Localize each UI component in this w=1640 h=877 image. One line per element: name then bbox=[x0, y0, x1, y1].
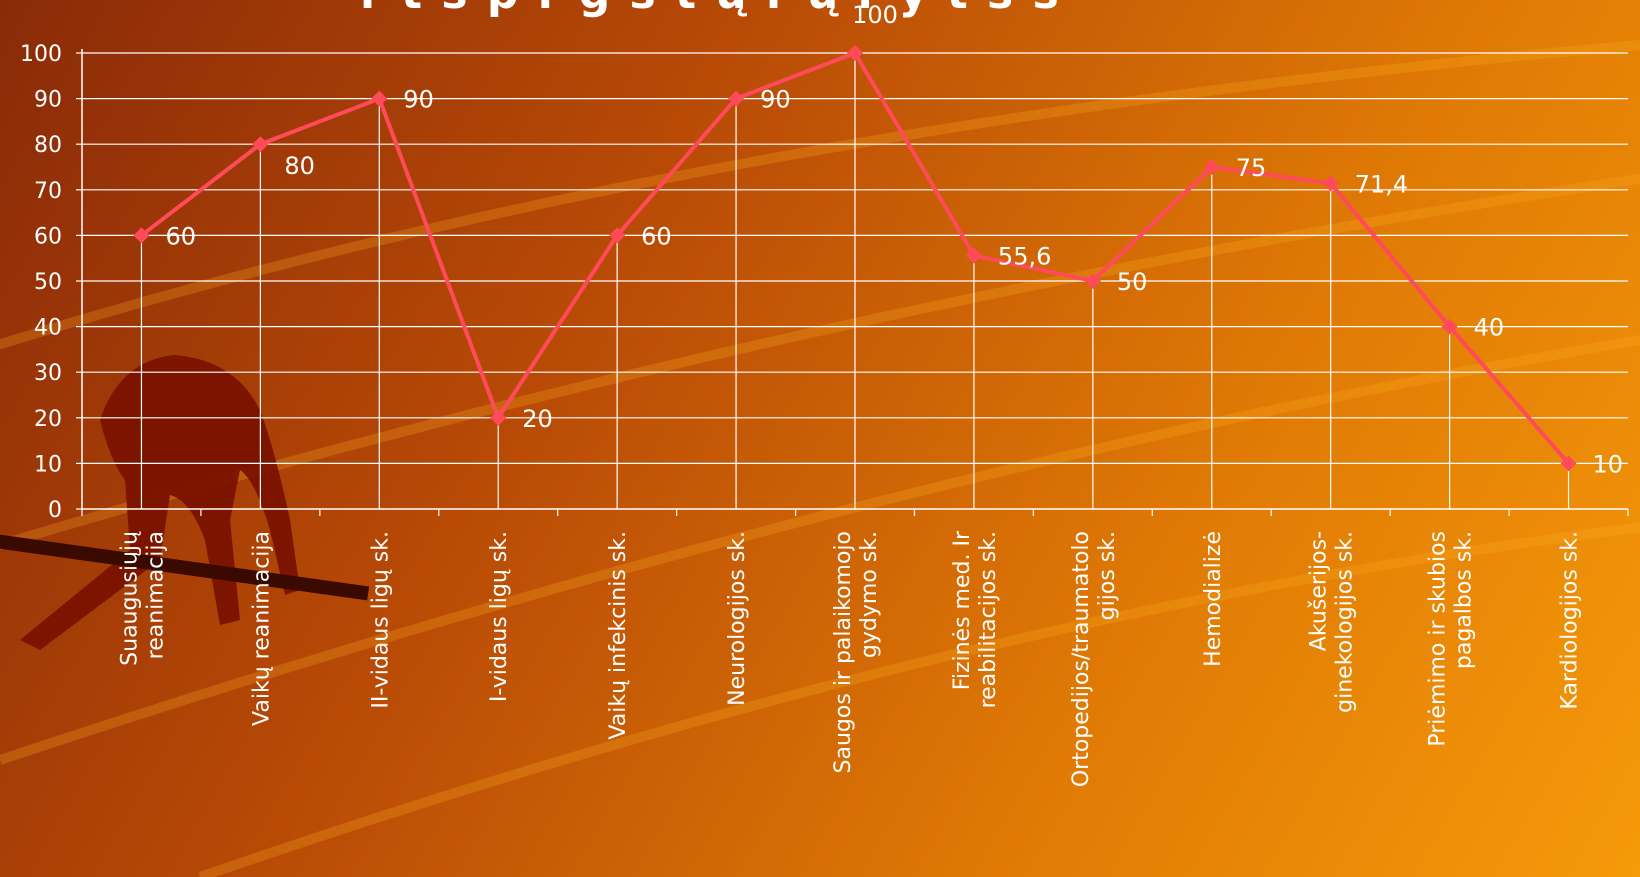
gridlines bbox=[82, 52, 1628, 509]
point-marker-8 bbox=[1084, 273, 1101, 289]
point-marker-6 bbox=[847, 45, 863, 61]
category-label-8-1: gijos sk. bbox=[1095, 531, 1120, 620]
y-tick-label-90: 90 bbox=[34, 88, 62, 113]
data-label-2: 90 bbox=[403, 86, 434, 114]
category-label-1-0: Vaikų reanimacija bbox=[249, 531, 274, 726]
category-label-7-0: Fizinės med. Ir bbox=[950, 530, 975, 690]
y-tick-label-70: 70 bbox=[34, 179, 62, 204]
y-tick-label-80: 80 bbox=[34, 133, 62, 158]
y-tick-label-30: 30 bbox=[34, 361, 62, 386]
category-label-4-0: Vaikų infekcinis sk. bbox=[606, 531, 631, 740]
data-label-8: 50 bbox=[1117, 268, 1148, 296]
hurdle-bar bbox=[0, 533, 370, 601]
data-labels: 60 80 90 20 60 90 100 55,6 50 75 71,4 40 10 bbox=[165, 1, 1623, 478]
category-label-6-0: Saugos ir palaikomojo bbox=[831, 531, 856, 773]
point-marker-4 bbox=[609, 227, 626, 244]
data-label-7: 55,6 bbox=[998, 242, 1051, 270]
chart-title-fragment: r t s p r g s t ų r ų r y t s s bbox=[360, 0, 1061, 19]
point-marker-0 bbox=[133, 227, 150, 244]
category-label-10-1: ginekologijos sk. bbox=[1333, 531, 1358, 713]
category-label-8-0: Ortopedijos/traumatolo bbox=[1069, 531, 1094, 787]
category-label-9-0: Hemodializė bbox=[1201, 531, 1226, 667]
y-axis-ticks: 0 10 20 30 40 50 60 70 80 90 100 bbox=[20, 42, 82, 523]
point-marker-10 bbox=[1322, 175, 1339, 192]
point-marker-5 bbox=[728, 90, 745, 107]
point-marker-12 bbox=[1560, 455, 1577, 472]
y-tick-label-20: 20 bbox=[34, 407, 62, 432]
data-label-10: 71,4 bbox=[1355, 170, 1408, 198]
data-label-5: 90 bbox=[760, 86, 791, 114]
category-label-11-0: Priėmimo ir skubios bbox=[1426, 531, 1451, 747]
category-label-10-0: Akušerijos- bbox=[1307, 531, 1332, 651]
y-tick-label-10: 10 bbox=[34, 452, 62, 477]
point-marker-9 bbox=[1203, 159, 1220, 175]
category-label-0-0: Suaugusiųjų bbox=[117, 531, 142, 666]
category-label-12-0: Kardiologijos sk. bbox=[1558, 531, 1583, 710]
data-label-6: 100 bbox=[852, 1, 898, 29]
y-tick-label-100: 100 bbox=[20, 42, 62, 67]
data-label-9: 75 bbox=[1236, 154, 1267, 182]
category-label-2-0: II-vidaus ligų sk. bbox=[368, 531, 393, 709]
y-tick-label-60: 60 bbox=[34, 224, 62, 249]
point-marker-11 bbox=[1441, 318, 1458, 335]
axes bbox=[81, 49, 1628, 510]
point-marker-7 bbox=[965, 247, 982, 264]
data-label-3: 20 bbox=[522, 405, 553, 433]
data-label-11: 40 bbox=[1474, 314, 1505, 342]
y-tick-label-50: 50 bbox=[34, 270, 62, 295]
point-marker-3 bbox=[490, 409, 507, 426]
category-label-3-0: I-vidaus ligų sk. bbox=[487, 531, 512, 702]
category-label-5-0: Neurologijos sk. bbox=[725, 531, 750, 706]
x-axis-ticks bbox=[81, 509, 1629, 516]
y-tick-label-40: 40 bbox=[34, 316, 62, 341]
data-label-4: 60 bbox=[641, 222, 672, 250]
category-label-7-1: reabilitacijos sk. bbox=[976, 531, 1001, 708]
point-marker-1 bbox=[252, 136, 269, 153]
series-markers bbox=[133, 45, 1577, 472]
data-label-12: 10 bbox=[1593, 450, 1624, 478]
y-tick-label-0: 0 bbox=[48, 498, 62, 523]
category-labels: Suaugusiųjų reanimacija Vaikų reanimacija I… bbox=[117, 530, 1582, 787]
category-label-6-1: gydymo sk. bbox=[857, 531, 882, 658]
data-label-1: 80 bbox=[284, 152, 315, 180]
data-label-0: 60 bbox=[165, 222, 196, 250]
point-marker-2 bbox=[371, 90, 388, 107]
category-label-11-1: pagalbos sk. bbox=[1452, 531, 1477, 669]
category-label-0-1: reanimacija bbox=[143, 531, 168, 659]
